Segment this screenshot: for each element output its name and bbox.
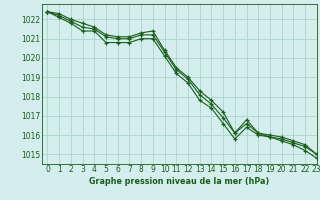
X-axis label: Graphe pression niveau de la mer (hPa): Graphe pression niveau de la mer (hPa) — [89, 177, 269, 186]
